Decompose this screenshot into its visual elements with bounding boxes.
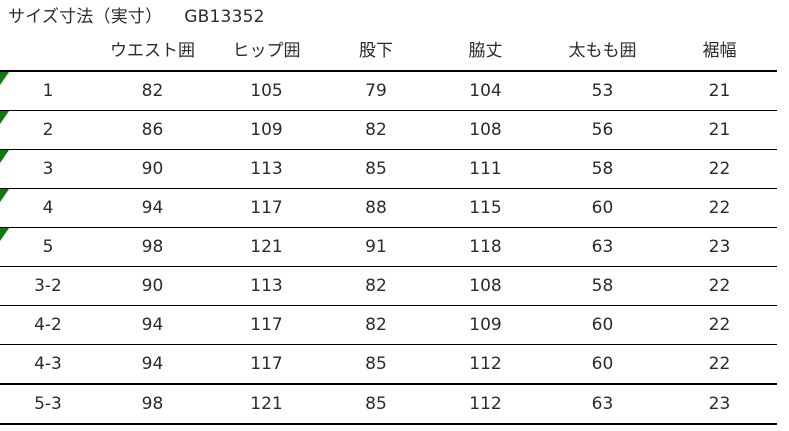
table-row: 4 94 117 88 115 60 22 xyxy=(0,188,777,228)
table-body: 1 82 105 79 104 53 21 2 86 109 82 108 56 21 3 90 113 85 11… xyxy=(0,71,777,425)
cell-thigh: 63 xyxy=(543,383,662,425)
table-row: 1 82 105 79 104 53 21 xyxy=(0,71,777,111)
cell-inseam: 79 xyxy=(324,71,428,111)
cell-comment-marker-icon xyxy=(0,72,9,85)
cell-thigh: 60 xyxy=(543,305,662,345)
cell-size-label: 5 xyxy=(0,227,96,267)
cell-waist: 90 xyxy=(96,266,209,306)
cell-outseam: 118 xyxy=(428,227,543,267)
cell-size-label: 5-3 xyxy=(0,383,96,425)
cell-inseam: 88 xyxy=(324,188,428,228)
cell-size-label: 4-2 xyxy=(0,305,96,345)
cell-hip: 109 xyxy=(209,110,324,150)
cell-hem: 21 xyxy=(662,110,777,150)
cell-hem: 22 xyxy=(662,188,777,228)
cell-waist: 82 xyxy=(96,71,209,111)
cell-hip: 105 xyxy=(209,71,324,111)
cell-hip: 113 xyxy=(209,149,324,189)
cell-thigh: 60 xyxy=(543,188,662,228)
cell-thigh: 58 xyxy=(543,149,662,189)
cell-outseam: 108 xyxy=(428,266,543,306)
cell-comment-marker-icon xyxy=(0,189,9,202)
cell-size-label: 4-3 xyxy=(0,344,96,385)
cell-waist: 90 xyxy=(96,149,209,189)
cell-outseam: 115 xyxy=(428,188,543,228)
column-header-hip: ヒップ囲 xyxy=(209,33,324,72)
cell-comment-marker-icon xyxy=(0,228,9,241)
table-row: 4-3 94 117 85 112 60 22 xyxy=(0,344,777,385)
column-header-waist: ウエスト囲 xyxy=(96,33,209,72)
cell-hip: 113 xyxy=(209,266,324,306)
table-row: 4-2 94 117 82 109 60 22 xyxy=(0,305,777,345)
cell-outseam: 111 xyxy=(428,149,543,189)
cell-outseam: 112 xyxy=(428,344,543,385)
cell-thigh: 60 xyxy=(543,344,662,385)
cell-waist: 94 xyxy=(96,344,209,385)
table-header: ウエスト囲 ヒップ囲 股下 脇丈 太もも囲 裾幅 xyxy=(0,33,777,72)
cell-inseam: 85 xyxy=(324,383,428,425)
cell-waist: 94 xyxy=(96,305,209,345)
cell-hip: 117 xyxy=(209,344,324,385)
page-title: サイズ寸法（実寸） GB13352 xyxy=(0,0,789,33)
cell-outseam: 112 xyxy=(428,383,543,425)
cell-size-label: 1 xyxy=(0,71,96,111)
cell-inseam: 85 xyxy=(324,149,428,189)
table-row: 5 98 121 91 118 63 23 xyxy=(0,227,777,267)
cell-inseam: 82 xyxy=(324,110,428,150)
column-header-hem: 裾幅 xyxy=(662,33,777,72)
cell-hem: 22 xyxy=(662,149,777,189)
cell-outseam: 109 xyxy=(428,305,543,345)
cell-hem: 22 xyxy=(662,344,777,385)
cell-hip: 121 xyxy=(209,227,324,267)
cell-thigh: 63 xyxy=(543,227,662,267)
cell-inseam: 85 xyxy=(324,344,428,385)
cell-hip: 121 xyxy=(209,383,324,425)
cell-thigh: 56 xyxy=(543,110,662,150)
cell-waist: 94 xyxy=(96,188,209,228)
standard-code-text: GB13352 xyxy=(184,6,265,27)
cell-hem: 22 xyxy=(662,305,777,345)
cell-inseam: 91 xyxy=(324,227,428,267)
cell-size-label: 2 xyxy=(0,110,96,150)
cell-waist: 86 xyxy=(96,110,209,150)
cell-hem: 22 xyxy=(662,266,777,306)
cell-waist: 98 xyxy=(96,227,209,267)
column-header-outseam: 脇丈 xyxy=(428,33,543,72)
cell-inseam: 82 xyxy=(324,266,428,306)
cell-comment-marker-icon xyxy=(0,111,9,124)
column-header-inseam: 股下 xyxy=(324,33,428,72)
cell-outseam: 108 xyxy=(428,110,543,150)
cell-size-label: 3 xyxy=(0,149,96,189)
cell-size-label: 4 xyxy=(0,188,96,228)
cell-hem: 23 xyxy=(662,227,777,267)
size-measurements-table: ウエスト囲 ヒップ囲 股下 脇丈 太もも囲 裾幅 1 82 105 79 104 53 21… xyxy=(0,33,777,425)
cell-hem: 21 xyxy=(662,71,777,111)
cell-size-label: 3-2 xyxy=(0,266,96,306)
column-header-size xyxy=(0,33,96,72)
cell-hip: 117 xyxy=(209,188,324,228)
table-row: 3 90 113 85 111 58 22 xyxy=(0,149,777,189)
table-row: 5-3 98 121 85 112 63 23 xyxy=(0,383,777,425)
cell-comment-marker-icon xyxy=(0,150,9,163)
cell-thigh: 58 xyxy=(543,266,662,306)
cell-waist: 98 xyxy=(96,383,209,425)
cell-inseam: 82 xyxy=(324,305,428,345)
page-title-text: サイズ寸法（実寸） xyxy=(8,6,163,27)
cell-hem: 23 xyxy=(662,383,777,425)
cell-thigh: 53 xyxy=(543,71,662,111)
column-header-thigh: 太もも囲 xyxy=(543,33,662,72)
table-header-row: ウエスト囲 ヒップ囲 股下 脇丈 太もも囲 裾幅 xyxy=(0,33,777,72)
cell-outseam: 104 xyxy=(428,71,543,111)
table-row: 3-2 90 113 82 108 58 22 xyxy=(0,266,777,306)
cell-hip: 117 xyxy=(209,305,324,345)
table-row: 2 86 109 82 108 56 21 xyxy=(0,110,777,150)
